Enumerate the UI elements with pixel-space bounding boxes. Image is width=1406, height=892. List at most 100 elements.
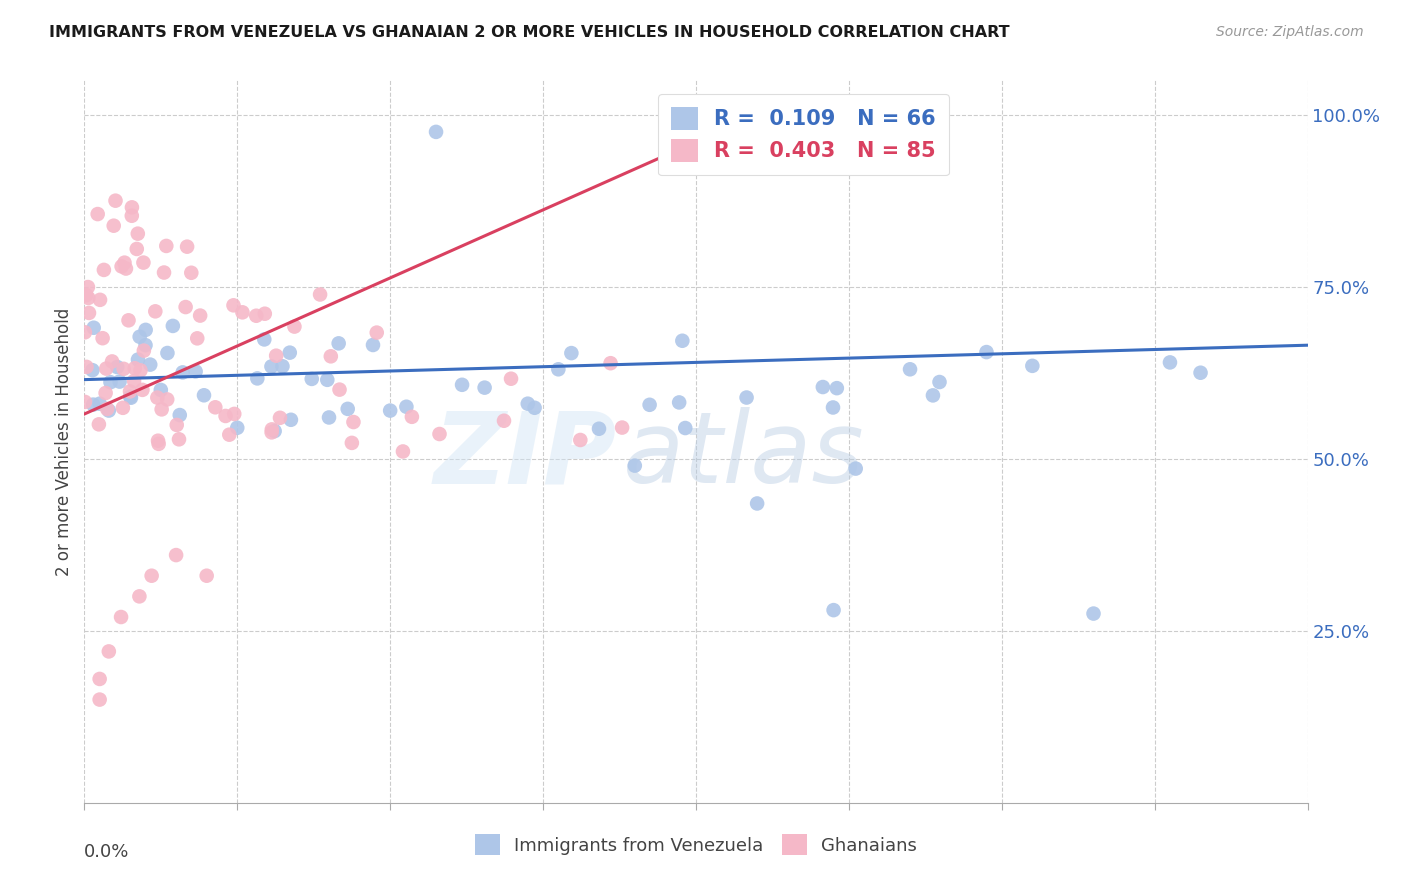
Point (77, 306, 100, 320)
Point (110, 610, 132, 624)
Point (204, 401, 226, 415)
Point (77, 280, 100, 294)
Point (186, 331, 208, 345)
Point (928, 375, 950, 389)
Point (89, 397, 111, 411)
Point (120, 391, 142, 405)
Point (89, 293, 111, 307)
Point (260, 359, 283, 374)
Point (156, 392, 179, 407)
Point (131, 383, 153, 397)
Point (516, 397, 538, 411)
Point (97, 403, 120, 417)
Point (429, 427, 451, 442)
Point (271, 359, 294, 374)
Point (104, 194, 127, 208)
Point (103, 219, 125, 233)
Point (184, 364, 207, 378)
Point (174, 300, 197, 314)
Point (523, 401, 546, 415)
Point (94, 386, 117, 401)
Point (193, 388, 215, 402)
Point (1189, 366, 1212, 380)
Point (245, 309, 267, 323)
Point (141, 568, 163, 582)
Point (671, 334, 693, 348)
Point (1083, 607, 1105, 621)
Point (922, 388, 945, 402)
Point (269, 410, 291, 425)
Point (195, 568, 218, 582)
Point (167, 432, 190, 446)
Y-axis label: 2 or more Vehicles in Household: 2 or more Vehicles in Household (55, 308, 73, 575)
Point (319, 349, 342, 363)
Point (118, 384, 141, 399)
Point (825, 381, 848, 395)
Point (253, 333, 276, 347)
Point (599, 356, 621, 370)
Point (128, 330, 150, 344)
Point (86, 207, 108, 221)
Point (638, 398, 661, 412)
Point (89, 692, 111, 706)
Point (122, 374, 145, 388)
Point (82, 363, 104, 377)
Point (474, 381, 496, 395)
Point (149, 383, 172, 397)
Point (127, 227, 149, 241)
Point (146, 434, 169, 448)
Point (112, 361, 135, 376)
Point (153, 266, 176, 280)
Point (222, 298, 245, 312)
Point (150, 402, 173, 417)
Point (569, 433, 592, 447)
Point (283, 319, 305, 334)
Point (811, 380, 834, 394)
Point (146, 391, 169, 405)
Point (91, 331, 114, 345)
Point (100, 375, 122, 389)
Point (560, 346, 582, 360)
Point (83, 320, 105, 334)
Point (366, 326, 388, 340)
Point (380, 403, 402, 417)
Point (108, 375, 131, 389)
Point (340, 436, 363, 450)
Point (823, 603, 845, 617)
Point (96, 361, 118, 376)
Point (180, 266, 202, 280)
Point (135, 323, 157, 337)
Point (176, 240, 198, 254)
Point (125, 242, 148, 256)
Point (87, 417, 110, 432)
Point (155, 239, 177, 253)
Point (97, 644, 120, 658)
Point (976, 345, 998, 359)
Point (610, 420, 633, 434)
Point (115, 261, 138, 276)
Point (129, 363, 152, 377)
Point (148, 437, 170, 451)
Point (735, 391, 758, 405)
Point (82, 398, 104, 412)
Point (166, 417, 188, 432)
Point (624, 458, 647, 473)
Point (246, 371, 269, 385)
Point (392, 444, 415, 458)
Point (120, 390, 142, 404)
Point (492, 414, 515, 428)
Point (547, 362, 569, 376)
Text: ZIP: ZIP (433, 408, 616, 505)
Point (77, 291, 100, 305)
Point (260, 425, 283, 440)
Point (747, 496, 769, 510)
Point (328, 383, 350, 397)
Point (172, 365, 194, 379)
Point (73, 326, 96, 340)
Point (253, 307, 276, 321)
Point (821, 401, 844, 415)
Point (218, 427, 240, 442)
Point (280, 413, 302, 427)
Point (451, 377, 474, 392)
Point (673, 421, 696, 435)
